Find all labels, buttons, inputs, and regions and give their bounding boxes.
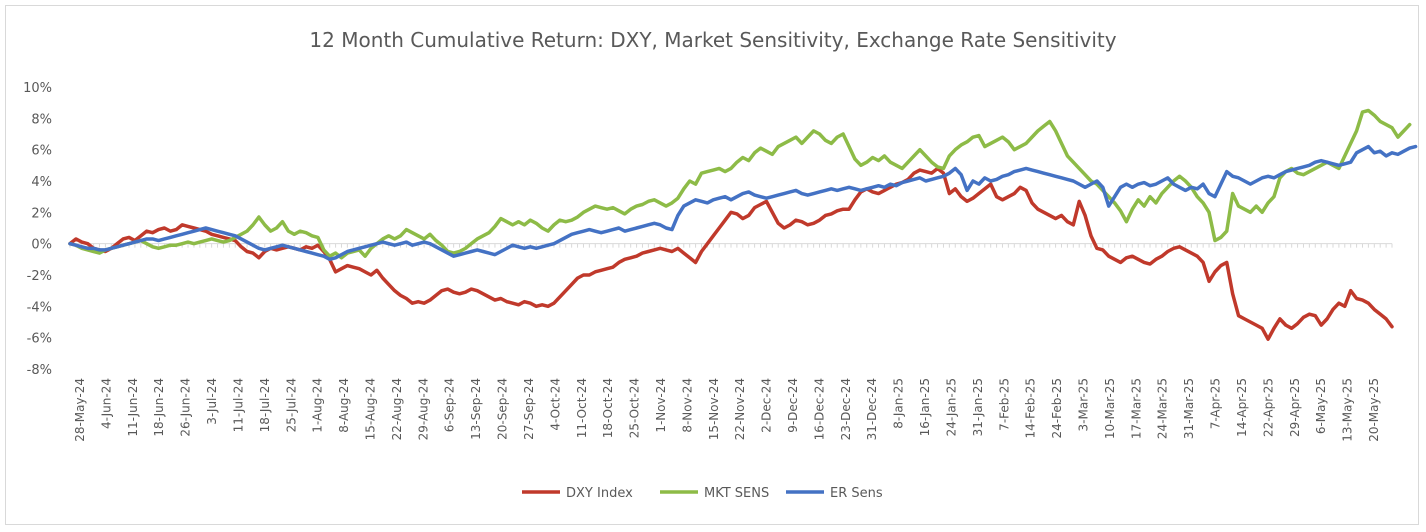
x-tick-label: 18-Oct-24 [601,378,615,438]
x-tick-label: 25-Oct-24 [628,378,642,438]
legend: DXY Index MKT SENS ER Sens [522,486,883,501]
y-tick-label: 10% [23,81,52,96]
chart-frame [5,5,1419,525]
x-tick-label: 31-Dec-24 [865,378,879,440]
x-tick-label: 24-Feb-25 [1050,378,1064,438]
y-axis-ticks: 10% 8% 6% 4% 2% 0% -2% -4% -6% -8% [23,81,52,378]
x-tick-label: 4-Jun-24 [99,378,113,429]
x-tick-label: 2-Dec-24 [760,378,774,433]
x-tick-label: 17-Mar-25 [1129,378,1143,439]
x-axis-ticks: 28-May-24 4-Jun-24 11-Jun-24 18-Jun-24 26-Ju… [73,378,1381,442]
x-tick-label: 16-Jan-25 [918,378,932,436]
x-tick-label: 31-Jan-25 [971,378,985,436]
x-tick-label: 24-Mar-25 [1156,378,1170,439]
x-tick-label: 1-Nov-24 [654,378,668,433]
x-tick-label: 15-Nov-24 [707,378,721,440]
x-tick-label: 14-Feb-25 [1024,378,1038,438]
x-tick-label: 20-May-25 [1367,378,1381,442]
chart-title: 12 Month Cumulative Return: DXY, Market … [309,28,1117,52]
y-tick-label: 8% [31,112,52,127]
y-tick-label: 0% [31,238,52,253]
x-tick-label: 22-Aug-24 [390,378,404,440]
x-tick-label: 13-May-25 [1341,378,1355,442]
legend-label: DXY Index [566,486,633,501]
x-tick-label: 18-Jul-24 [258,378,272,432]
y-tick-label: -8% [27,363,52,378]
x-tick-label: 16-Dec-24 [812,378,826,440]
x-tick-label: 18-Jun-24 [152,378,166,437]
x-tick-label: 29-Apr-25 [1288,378,1302,437]
x-tick-label: 10-Mar-25 [1103,378,1117,439]
x-tick-label: 20-Sep-24 [496,378,510,440]
y-tick-label: -4% [27,300,52,315]
y-tick-label: -2% [27,269,52,284]
series-line-mkt-sens [68,108,1412,260]
x-tick-label: 26-Jun-24 [179,378,193,437]
x-tick-label: 11-Jun-24 [126,378,140,437]
x-tick-label: 8-Nov-24 [680,378,694,433]
x-tick-label: 23-Dec-24 [839,378,853,440]
x-tick-label: 3-Jul-24 [205,378,219,425]
x-tick-label: 11-Oct-24 [575,378,589,438]
y-tick-label: 6% [31,144,52,159]
x-tick-label: 15-Aug-24 [363,378,377,440]
series-lines [68,108,1418,341]
x-tick-label: 13-Sep-24 [469,378,483,440]
x-tick-label: 24-Jan-25 [944,378,958,436]
y-tick-label: 4% [31,175,52,190]
x-tick-label: 27-Sep-24 [522,378,536,440]
x-tick-label: 14-Apr-25 [1235,378,1249,437]
legend-label: MKT SENS [704,486,769,501]
x-tick-label: 29-Aug-24 [416,378,430,440]
legend-label: ER Sens [830,486,883,501]
x-tick-label: 28-May-24 [73,378,87,442]
x-tick-label: 25-Jul-24 [284,378,298,432]
x-axis [69,243,1393,248]
x-tick-label: 22-Apr-25 [1261,378,1275,437]
x-tick-label: 6-Sep-24 [443,378,457,432]
x-tick-label: 3-Mar-25 [1077,378,1091,431]
x-tick-label: 31-Mar-25 [1182,378,1196,439]
x-tick-label: 22-Nov-24 [733,378,747,440]
x-tick-label: 11-Jul-24 [231,378,245,432]
x-tick-label: 4-Oct-24 [548,378,562,431]
x-tick-label: 8-Jan-25 [892,378,906,429]
y-tick-label: -6% [27,332,52,347]
x-tick-label: 8-Aug-24 [337,378,351,433]
x-tick-label: 6-May-25 [1314,378,1328,434]
series-line-er-sens [68,144,1418,262]
x-tick-label: 7-Apr-25 [1209,378,1223,429]
x-tick-label: 1-Aug-24 [311,378,325,433]
x-tick-label: 9-Dec-24 [786,378,800,433]
y-tick-label: 2% [31,206,52,221]
x-tick-label: 7-Feb-25 [997,378,1011,431]
